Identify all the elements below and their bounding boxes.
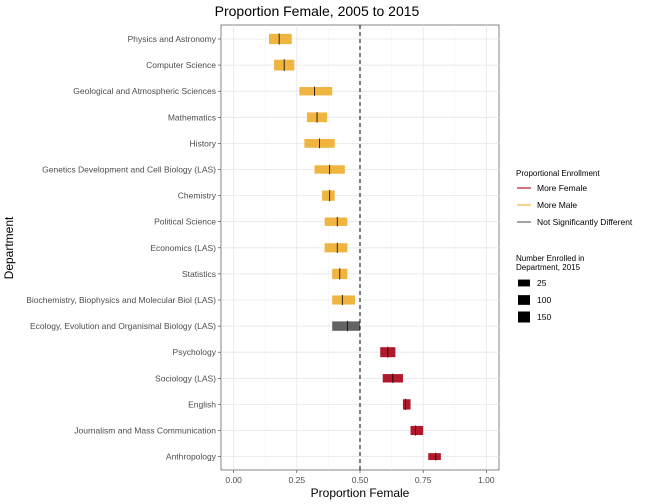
range-bar: [402, 399, 411, 410]
range-bar: [332, 321, 360, 331]
range-bar: [410, 425, 424, 436]
range-bar: [324, 217, 348, 226]
y-tick-label: Psychology: [173, 347, 217, 357]
x-tick-label: 0.50: [352, 475, 369, 485]
x-tick-labels: 0.00 0.25 0.50 0.75 1.00: [225, 470, 495, 485]
x-tick-label: 0.00: [225, 475, 242, 485]
y-tick-label: Anthropology: [166, 452, 217, 462]
legend-enrollment: Proportional Enrollment More Female More …: [516, 169, 633, 227]
legend-color-label: More Male: [537, 200, 577, 210]
legend-color-label: Not Significantly Different: [537, 217, 633, 227]
legend-color-label: More Female: [537, 183, 587, 193]
x-tick-label: 1.00: [478, 475, 495, 485]
y-tick-label: Genetics Development and Cell Biology (L…: [42, 165, 216, 175]
legend-size-key: [518, 279, 530, 287]
y-tick-label: Economics (LAS): [150, 243, 216, 253]
data-bars: [269, 33, 441, 461]
y-tick-label: Physics and Astronomy: [128, 34, 217, 44]
range-bar: [332, 295, 355, 305]
legend-size-label: 150: [537, 312, 551, 322]
y-tick-label: Sociology (LAS): [155, 373, 216, 383]
legend-size-label: 100: [537, 295, 551, 305]
chart-title: Proportion Female, 2005 to 2015: [215, 3, 420, 19]
y-tick-labels: Physics and Astronomy Computer Science Geo…: [26, 34, 221, 462]
y-axis-title: Department: [2, 216, 16, 279]
y-tick-label: English: [188, 399, 216, 409]
legend-size-key: [518, 295, 530, 305]
y-tick-label: Ecology, Evolution and Organismal Biolog…: [30, 321, 216, 331]
legend-size-title-line2: Department, 2015: [516, 263, 581, 272]
legend-enrollment-title: Proportional Enrollment: [516, 169, 600, 178]
y-tick-label: Chemistry: [178, 191, 217, 201]
y-tick-label: History: [190, 138, 217, 148]
legend-size-key: [518, 311, 530, 323]
x-tick-label: 0.25: [289, 475, 306, 485]
range-bar: [322, 190, 335, 201]
y-tick-label: Geological and Atmospheric Sciences: [73, 86, 216, 96]
y-tick-label: Political Science: [154, 217, 216, 227]
y-tick-label: Computer Science: [146, 60, 216, 70]
range-bar: [299, 86, 333, 96]
y-tick-label: Journalism and Mass Communication: [74, 426, 216, 436]
range-bar: [324, 243, 348, 253]
x-tick-label: 0.75: [415, 475, 432, 485]
x-axis-title: Proportion Female: [311, 486, 410, 500]
range-bar: [428, 453, 441, 461]
y-tick-label: Statistics: [182, 269, 216, 279]
y-tick-label: Mathematics: [168, 112, 216, 122]
y-tick-label: Biochemistry, Biophysics and Molecular B…: [26, 295, 216, 305]
legend-size: Number Enrolled in Department, 2015 25 10…: [516, 254, 584, 323]
range-bar: [269, 33, 292, 45]
legend-size-title-line1: Number Enrolled in: [516, 254, 584, 263]
legend-size-label: 25: [537, 278, 547, 288]
